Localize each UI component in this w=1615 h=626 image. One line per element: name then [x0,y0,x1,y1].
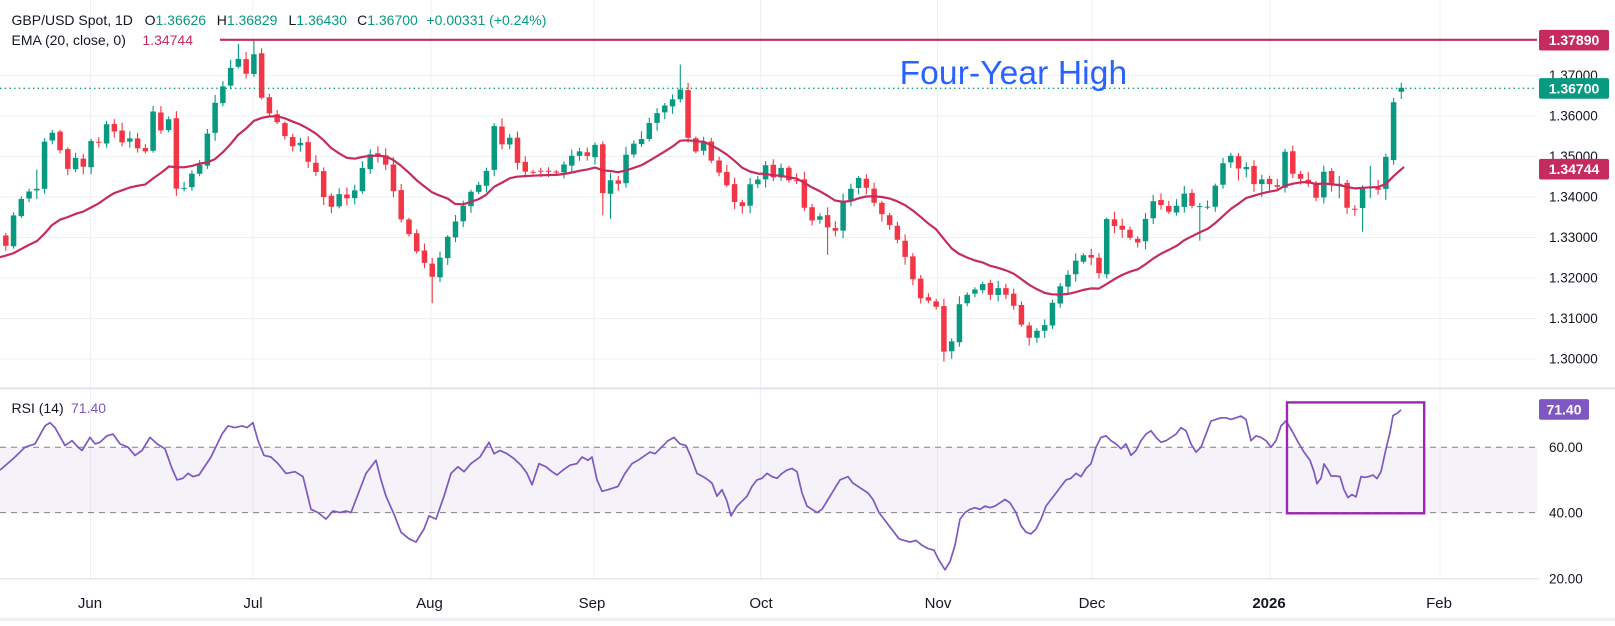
svg-text:2026: 2026 [1252,595,1285,612]
svg-text:60.00: 60.00 [1549,440,1583,455]
svg-text:1.34744: 1.34744 [142,32,193,48]
svg-text:Feb: Feb [1426,595,1452,612]
svg-text:1.34744: 1.34744 [1549,161,1600,177]
svg-text:RSI (14): RSI (14) [12,400,64,416]
svg-text:20.00: 20.00 [1549,572,1583,587]
svg-text:Dec: Dec [1079,595,1106,612]
svg-text:Aug: Aug [416,595,443,612]
svg-text:EMA (20, close, 0): EMA (20, close, 0) [12,32,126,48]
svg-text:1.30000: 1.30000 [1549,352,1598,367]
svg-text:1.36700: 1.36700 [1549,80,1600,96]
svg-text:1.33000: 1.33000 [1549,230,1598,245]
svg-text:Oct: Oct [749,595,773,612]
svg-text:Jul: Jul [243,595,262,612]
svg-text:GBP/USD Spot, 1D: GBP/USD Spot, 1D [12,12,133,28]
svg-text:1.32000: 1.32000 [1549,271,1598,286]
svg-text:Four-Year High: Four-Year High [900,55,1128,92]
svg-text:71.40: 71.40 [1546,401,1581,417]
svg-text:Sep: Sep [579,595,606,612]
svg-text:Nov: Nov [925,595,952,612]
svg-text:1.34000: 1.34000 [1549,190,1598,205]
svg-text:71.40: 71.40 [71,400,106,416]
svg-text:1.36000: 1.36000 [1549,109,1598,124]
svg-text:1.31000: 1.31000 [1549,311,1598,326]
svg-text:1.37890: 1.37890 [1549,32,1600,48]
svg-text:40.00: 40.00 [1549,505,1583,520]
svg-text:Jun: Jun [78,595,102,612]
